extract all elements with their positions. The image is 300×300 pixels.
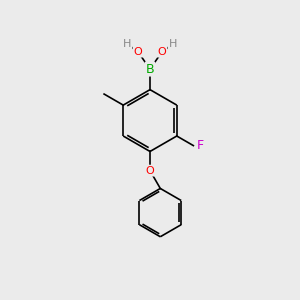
Text: B: B — [146, 62, 154, 76]
Text: O: O — [146, 166, 154, 176]
Text: H: H — [169, 39, 177, 49]
Text: O: O — [158, 47, 167, 57]
Text: F: F — [197, 139, 204, 152]
Text: H: H — [123, 39, 131, 49]
Text: O: O — [134, 47, 142, 57]
